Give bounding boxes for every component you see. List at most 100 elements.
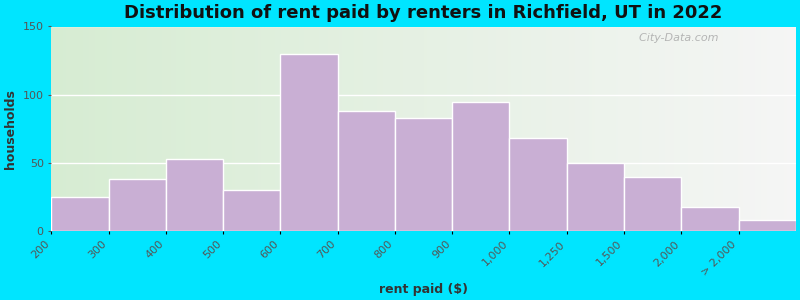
Bar [638,26,642,231]
Bar [272,26,275,231]
Bar [540,26,543,231]
Bar [234,26,238,231]
Bar [246,26,249,231]
Bar [702,26,706,231]
Bar [770,26,773,231]
Bar [782,26,784,231]
Bar [338,111,395,231]
Bar [714,26,718,231]
Bar [153,26,156,231]
Bar [583,26,586,231]
Bar [645,26,647,231]
Bar [598,26,601,231]
Bar [264,26,266,231]
Bar [177,26,179,231]
Bar [208,26,211,231]
Bar [377,26,380,231]
X-axis label: rent paid ($): rent paid ($) [379,283,468,296]
Bar [709,26,711,231]
Bar [229,26,232,231]
Bar [662,26,665,231]
Bar [738,220,796,231]
Bar [531,26,534,231]
Bar [104,26,106,231]
Bar [432,26,435,231]
Bar [590,26,592,231]
Bar [519,26,522,231]
Bar [368,26,371,231]
Bar [284,26,287,231]
Bar [202,26,206,231]
Bar [455,26,458,231]
Bar [607,26,610,231]
Bar [217,26,220,231]
Bar [118,26,121,231]
Bar [476,26,479,231]
Bar [182,26,185,231]
Bar [511,26,514,231]
Bar [310,26,313,231]
Bar [168,26,170,231]
Bar [54,26,57,231]
Bar [296,26,298,231]
Bar [554,26,558,231]
Bar [610,26,613,231]
Bar [348,26,351,231]
Bar [447,26,450,231]
Bar [395,118,452,231]
Bar [72,26,74,231]
Bar [677,26,679,231]
Bar [566,26,569,231]
Bar [307,26,310,231]
Bar [773,26,775,231]
Bar [336,26,339,231]
Bar [383,26,386,231]
Bar [185,26,188,231]
Bar [790,26,793,231]
Bar [526,26,528,231]
Bar [403,26,406,231]
Bar [423,26,426,231]
Bar [522,26,526,231]
Bar [325,26,328,231]
Bar [566,163,624,231]
Bar [534,26,537,231]
Bar [211,26,214,231]
Bar [127,26,130,231]
Bar [170,26,174,231]
Bar [452,102,510,231]
Bar [194,26,197,231]
Bar [793,26,796,231]
Bar [586,26,590,231]
Bar [741,26,743,231]
Bar [578,26,581,231]
Bar [130,26,133,231]
Bar [342,26,345,231]
Bar [668,26,670,231]
Bar [124,26,127,231]
Bar [494,26,496,231]
Bar [624,26,627,231]
Bar [618,26,622,231]
Bar [188,26,191,231]
Bar [334,26,336,231]
Bar [66,26,69,231]
Bar [240,26,243,231]
Bar [679,26,682,231]
Bar [150,26,153,231]
Bar [92,26,95,231]
Bar [63,26,66,231]
Bar [374,26,377,231]
Bar [458,26,462,231]
Bar [691,26,694,231]
Bar [499,26,502,231]
Bar [647,26,650,231]
Bar [95,26,98,231]
Bar [467,26,470,231]
Bar [51,197,109,231]
Bar [223,26,226,231]
Bar [482,26,485,231]
Bar [406,26,409,231]
Bar [517,26,519,231]
Bar [354,26,357,231]
